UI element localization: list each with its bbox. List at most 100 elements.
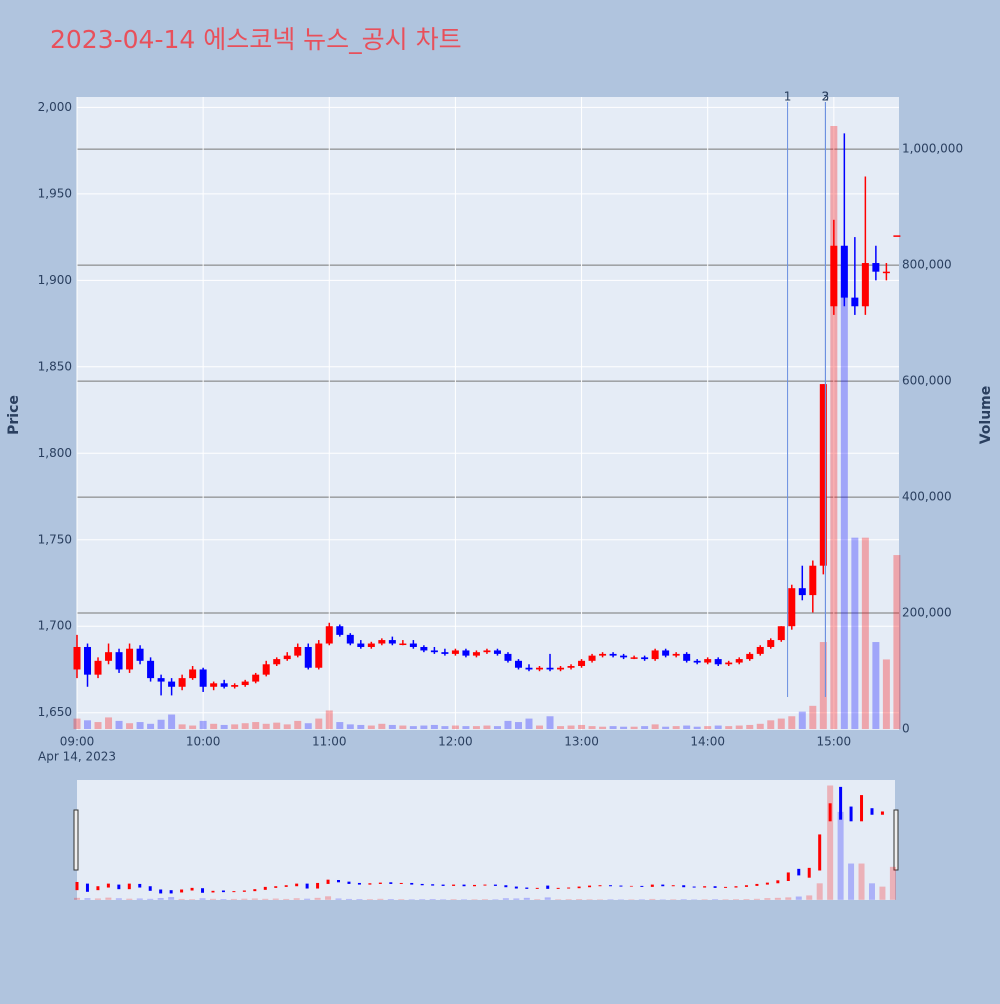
candle-body bbox=[378, 640, 385, 643]
candle-body bbox=[357, 644, 364, 647]
volume-bar bbox=[767, 720, 774, 729]
slider-volume bbox=[367, 899, 373, 900]
candle-body bbox=[231, 685, 238, 687]
volume-bar bbox=[694, 727, 701, 729]
candle-body bbox=[778, 626, 785, 640]
volume-bar bbox=[893, 555, 900, 729]
candle-body bbox=[95, 661, 102, 675]
candle-body bbox=[599, 654, 606, 656]
candle-body bbox=[494, 650, 501, 653]
y-tick-label: 1,800 bbox=[38, 446, 72, 460]
candle-body bbox=[263, 664, 270, 674]
candle-body bbox=[74, 647, 81, 669]
volume-bar bbox=[704, 726, 711, 729]
annotation-label: 1 bbox=[784, 90, 792, 104]
candle-body bbox=[589, 656, 596, 661]
candle-body bbox=[189, 669, 196, 678]
candle-body bbox=[441, 652, 448, 654]
volume-bar bbox=[420, 726, 427, 729]
slider-volume bbox=[859, 864, 865, 900]
candle-body bbox=[746, 654, 753, 659]
slider-volume bbox=[189, 899, 195, 900]
range-slider[interactable] bbox=[77, 780, 895, 900]
candle-body bbox=[399, 644, 406, 646]
plot-area bbox=[77, 97, 899, 730]
slider-volume bbox=[733, 899, 739, 900]
x-tick-label: 12:00 bbox=[438, 735, 473, 749]
slider-volume bbox=[838, 812, 844, 900]
volume-bar bbox=[137, 722, 144, 729]
volume-bar bbox=[862, 538, 869, 729]
volume-bar bbox=[872, 642, 879, 729]
slider-volume bbox=[409, 899, 415, 900]
candle-body bbox=[557, 668, 564, 670]
candle-body bbox=[631, 657, 638, 659]
x-tick-label: 11:00 bbox=[312, 735, 347, 749]
slider-volume bbox=[482, 899, 488, 900]
slider-volume bbox=[890, 867, 896, 900]
y-tick-label: 1,950 bbox=[38, 186, 72, 200]
slider-volume bbox=[231, 899, 237, 900]
volume-bar bbox=[483, 726, 490, 729]
candle-body bbox=[389, 640, 396, 643]
volume-bar bbox=[294, 721, 301, 729]
slider-volume bbox=[356, 899, 362, 900]
candle-body bbox=[221, 683, 228, 686]
slider-volume bbox=[879, 887, 885, 900]
slider-volume bbox=[252, 898, 258, 899]
y2-axis-title: Volume bbox=[978, 386, 994, 445]
candle-body bbox=[179, 678, 186, 687]
volume-bar bbox=[568, 726, 575, 729]
volume-bar bbox=[883, 659, 890, 729]
slider-volume bbox=[377, 899, 383, 900]
slider-volume bbox=[440, 899, 446, 900]
y2-tick-label: 200,000 bbox=[902, 606, 952, 620]
slider-volume bbox=[430, 899, 436, 900]
slider-volume bbox=[95, 898, 101, 899]
candle-body bbox=[841, 246, 848, 298]
candle-body bbox=[105, 652, 112, 661]
candle-body bbox=[504, 654, 511, 661]
volume-bar bbox=[431, 725, 438, 729]
range-handle[interactable] bbox=[894, 810, 898, 870]
candle-body bbox=[252, 675, 259, 682]
volume-bar bbox=[715, 726, 722, 729]
x-tick-label: 14:00 bbox=[690, 735, 725, 749]
y-tick-label: 1,650 bbox=[38, 705, 72, 719]
candle-body bbox=[126, 649, 133, 670]
slider-volume bbox=[817, 883, 823, 899]
volume-bar bbox=[357, 725, 364, 729]
volume-bar bbox=[757, 724, 764, 729]
volume-bar bbox=[231, 724, 238, 729]
volume-bar bbox=[746, 725, 753, 729]
slider-volume bbox=[764, 898, 770, 900]
slider-volume bbox=[200, 898, 206, 900]
candle-body bbox=[704, 659, 711, 662]
candle-body bbox=[578, 661, 585, 666]
y2-tick-label: 600,000 bbox=[902, 374, 952, 388]
volume-bar bbox=[242, 723, 249, 729]
volume-bar bbox=[273, 723, 280, 729]
slider-volume bbox=[294, 898, 300, 900]
slider-volume bbox=[639, 899, 645, 900]
candle-body bbox=[158, 678, 165, 681]
candle-body bbox=[452, 650, 459, 653]
range-handle[interactable] bbox=[74, 810, 78, 870]
volume-bar bbox=[641, 726, 648, 729]
volume-bar bbox=[589, 726, 596, 729]
volume-bar bbox=[725, 726, 732, 729]
slider-volume bbox=[796, 897, 802, 900]
x-tick-label: 13:00 bbox=[564, 735, 599, 749]
slider-volume bbox=[545, 897, 551, 899]
x-tick-label: 15:00 bbox=[817, 735, 852, 749]
y2-tick-label: 1,000,000 bbox=[902, 142, 963, 156]
slider-volume bbox=[315, 898, 321, 900]
volume-bar bbox=[525, 719, 532, 729]
candle-body bbox=[305, 647, 312, 668]
volume-bar bbox=[147, 724, 154, 729]
slider-volume bbox=[607, 899, 613, 900]
slider-volume bbox=[116, 898, 122, 900]
volume-bar bbox=[620, 727, 627, 729]
volume-bar bbox=[347, 724, 354, 729]
